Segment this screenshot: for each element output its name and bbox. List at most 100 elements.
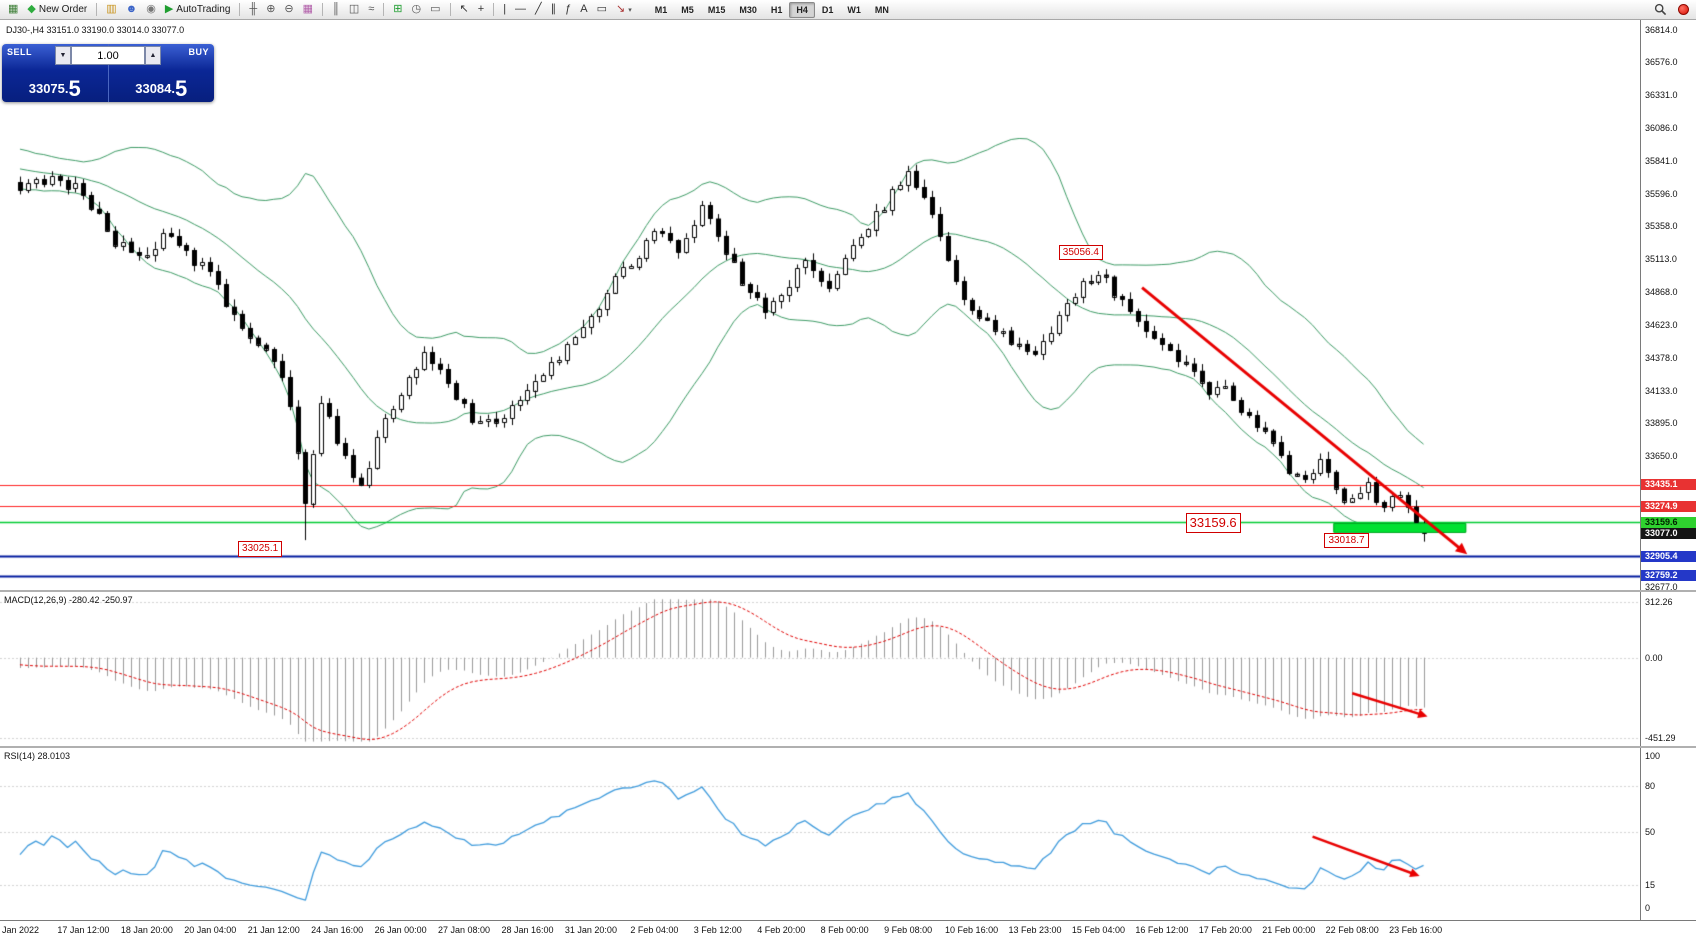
candlestick-chart-icon: ◫ bbox=[348, 3, 360, 15]
periods-button[interactable]: ◷ bbox=[408, 1, 426, 18]
swing-high-price-label[interactable]: 35056.4 bbox=[1058, 244, 1103, 261]
terminal-button[interactable]: ◉ bbox=[142, 1, 160, 18]
macd-axis-tick: 0.00 bbox=[1645, 652, 1663, 663]
volume-input[interactable] bbox=[71, 46, 145, 65]
toolbar-separator bbox=[96, 3, 98, 16]
price-tag-33077.0: 33077.0 bbox=[1641, 527, 1696, 539]
buy-label: BUY bbox=[188, 47, 209, 57]
arrows-button[interactable]: ↘ ▾ bbox=[612, 1, 636, 18]
timeframe-m1-button[interactable]: M1 bbox=[654, 4, 668, 15]
price-axis[interactable]: 36814.0 36576.0 36331.0 36086.0 35841.0 35596… bbox=[1640, 20, 1696, 920]
timeframe-m30-button[interactable]: M30 bbox=[739, 4, 757, 15]
channel-icon: ∥ bbox=[550, 3, 557, 15]
time-axis[interactable]: Jan 2022 17 Jan 12:00 18 Jan 20:00 20 Jan 0… bbox=[0, 920, 1696, 942]
time-axis-label: 16 Feb 12:00 bbox=[1135, 925, 1189, 935]
crosshair-icon: + bbox=[477, 3, 485, 15]
vertical-line-icon: | bbox=[503, 3, 507, 15]
autotrading-button[interactable]: ▶ AutoTrading bbox=[161, 1, 235, 18]
macd-axis-tick: -451.29 bbox=[1645, 733, 1676, 743]
timeframe-h4-button[interactable]: H4 bbox=[789, 1, 815, 18]
macd-indicator-canvas[interactable] bbox=[0, 592, 1640, 748]
timeframe-mn-button[interactable]: MN bbox=[874, 4, 889, 15]
time-axis-label: 26 Jan 00:00 bbox=[374, 925, 427, 935]
fibonacci-button[interactable]: ƒ bbox=[561, 1, 575, 18]
cursor-icon: ↖ bbox=[459, 3, 469, 15]
price-axis-tick: 36331.0 bbox=[1645, 90, 1678, 101]
periods-icon: ◷ bbox=[411, 3, 422, 15]
volume-decrease-icon[interactable]: ▼ bbox=[55, 46, 71, 65]
toolbar-button-group: ▦ ◆ New Order ▥ ☻ ◉ ▶ AutoTrading ╫ ⊕ ⊖ ▦ ║ ◫ ≈ ⊞ ◷ ▭ ↖ + | —… bbox=[4, 1, 636, 18]
time-axis-label: 9 Feb 08:00 bbox=[884, 925, 933, 935]
trendline-button[interactable]: ╱ bbox=[531, 1, 546, 18]
arrows-icon: ↘ bbox=[616, 3, 626, 15]
main-chart-canvas[interactable] bbox=[0, 20, 1640, 592]
time-axis-label: 31 Jan 20:00 bbox=[564, 925, 617, 935]
rsi-axis-tick: 100 bbox=[1645, 751, 1661, 761]
toolbar-separator bbox=[383, 3, 385, 16]
timeframe-m5-button[interactable]: M5 bbox=[681, 4, 694, 15]
timeframe-d1-button[interactable]: D1 bbox=[821, 4, 834, 15]
buy-price: 33084.5 bbox=[135, 76, 188, 102]
price-tag-33435.1: 33435.1 bbox=[1641, 479, 1696, 491]
vertical-line-button[interactable]: | bbox=[499, 1, 510, 18]
horizontal-line-button[interactable]: — bbox=[511, 1, 530, 18]
timeframe-w1-button[interactable]: W1 bbox=[847, 4, 861, 15]
crosshair-button[interactable]: + bbox=[474, 1, 488, 18]
time-axis-label: 13 Feb 23:00 bbox=[1008, 925, 1062, 935]
time-axis-label: 21 Feb 00:00 bbox=[1262, 925, 1316, 935]
chart-ohlc-readout: DJ30-,H4 33151.0 33190.0 33014.0 33077.0 bbox=[6, 25, 185, 35]
jan-low-price-label[interactable]: 33025.1 bbox=[238, 541, 283, 557]
add-indicator-icon: ⊞ bbox=[393, 3, 403, 15]
text-button[interactable]: A bbox=[576, 1, 591, 18]
timeframe-h1-button[interactable]: H1 bbox=[770, 4, 783, 15]
zoom-in-button[interactable]: ⊕ bbox=[262, 1, 279, 18]
navigator-button[interactable]: ☻ bbox=[122, 1, 142, 18]
indicator-list-button[interactable]: ╫ bbox=[245, 1, 261, 18]
time-axis-label: 10 Feb 16:00 bbox=[945, 925, 999, 935]
price-axis-tick: 36576.0 bbox=[1645, 57, 1678, 68]
one-click-trading-panel: SELL 33075.5 BUY 33084.5 ▼ ▲ bbox=[2, 44, 214, 102]
search-button[interactable] bbox=[1650, 1, 1671, 18]
time-axis-label: 2 Feb 04:00 bbox=[630, 925, 679, 935]
toolbar-separator bbox=[322, 3, 324, 16]
record-indicator-icon[interactable] bbox=[1678, 4, 1689, 15]
support-price-label[interactable]: 33159.6 bbox=[1185, 513, 1241, 533]
price-axis-tick: 34378.0 bbox=[1645, 352, 1678, 363]
autotrading-button-label: AutoTrading bbox=[176, 4, 231, 15]
sell-price: 33075.5 bbox=[28, 76, 81, 102]
time-axis-label: 8 Feb 00:00 bbox=[820, 925, 869, 935]
zoom-out-button[interactable]: ⊖ bbox=[280, 1, 297, 18]
feb-low-price-label[interactable]: 33018.7 bbox=[1324, 532, 1369, 549]
new-order-button[interactable]: ◆ New Order bbox=[23, 1, 91, 18]
dropdown-caret-icon: ▾ bbox=[628, 6, 632, 14]
market-watch-icon: ▥ bbox=[106, 3, 117, 15]
bar-chart-icon: ║ bbox=[332, 3, 340, 15]
market-watch-button[interactable]: ▥ bbox=[102, 1, 120, 18]
cursor-button[interactable]: ↖ bbox=[456, 1, 473, 18]
chart-annotations-layer: 35056.4 33025.1 33159.6 33018.7 bbox=[0, 20, 1640, 592]
pane-separator[interactable] bbox=[0, 746, 1696, 748]
volume-increase-icon[interactable]: ▲ bbox=[145, 46, 161, 65]
time-axis-label: 17 Jan 12:00 bbox=[57, 925, 110, 935]
macd-indicator-label: MACD(12,26,9) -280.42 -250.97 bbox=[4, 595, 133, 605]
navigator-icon: ☻ bbox=[125, 3, 138, 15]
templates-button[interactable]: ▭ bbox=[426, 1, 444, 18]
candlestick-chart-button[interactable]: ◫ bbox=[345, 1, 363, 18]
timeframe-m15-button[interactable]: M15 bbox=[707, 4, 726, 15]
trendline-icon: ╱ bbox=[535, 3, 542, 15]
tile-windows-button[interactable]: ▦ bbox=[299, 1, 317, 18]
time-axis-label: 22 Feb 08:00 bbox=[1325, 925, 1379, 935]
bar-chart-button[interactable]: ║ bbox=[328, 1, 344, 18]
rsi-axis-tick: 80 bbox=[1645, 781, 1656, 792]
new-order-button-label: New Order bbox=[38, 4, 88, 15]
line-chart-button[interactable]: ≈ bbox=[364, 1, 378, 18]
rsi-indicator-canvas[interactable] bbox=[0, 748, 1640, 920]
toolbar-separator bbox=[449, 3, 451, 16]
add-indicator-button[interactable]: ⊞ bbox=[389, 1, 406, 18]
label-button[interactable]: ▭ bbox=[593, 1, 611, 18]
channel-button[interactable]: ∥ bbox=[547, 1, 561, 18]
price-axis-tick: 32677.0 bbox=[1645, 582, 1678, 592]
new-chart-button[interactable]: ▦ bbox=[4, 1, 22, 18]
new-chart-icon: ▦ bbox=[8, 3, 19, 15]
pane-separator[interactable] bbox=[0, 590, 1696, 592]
